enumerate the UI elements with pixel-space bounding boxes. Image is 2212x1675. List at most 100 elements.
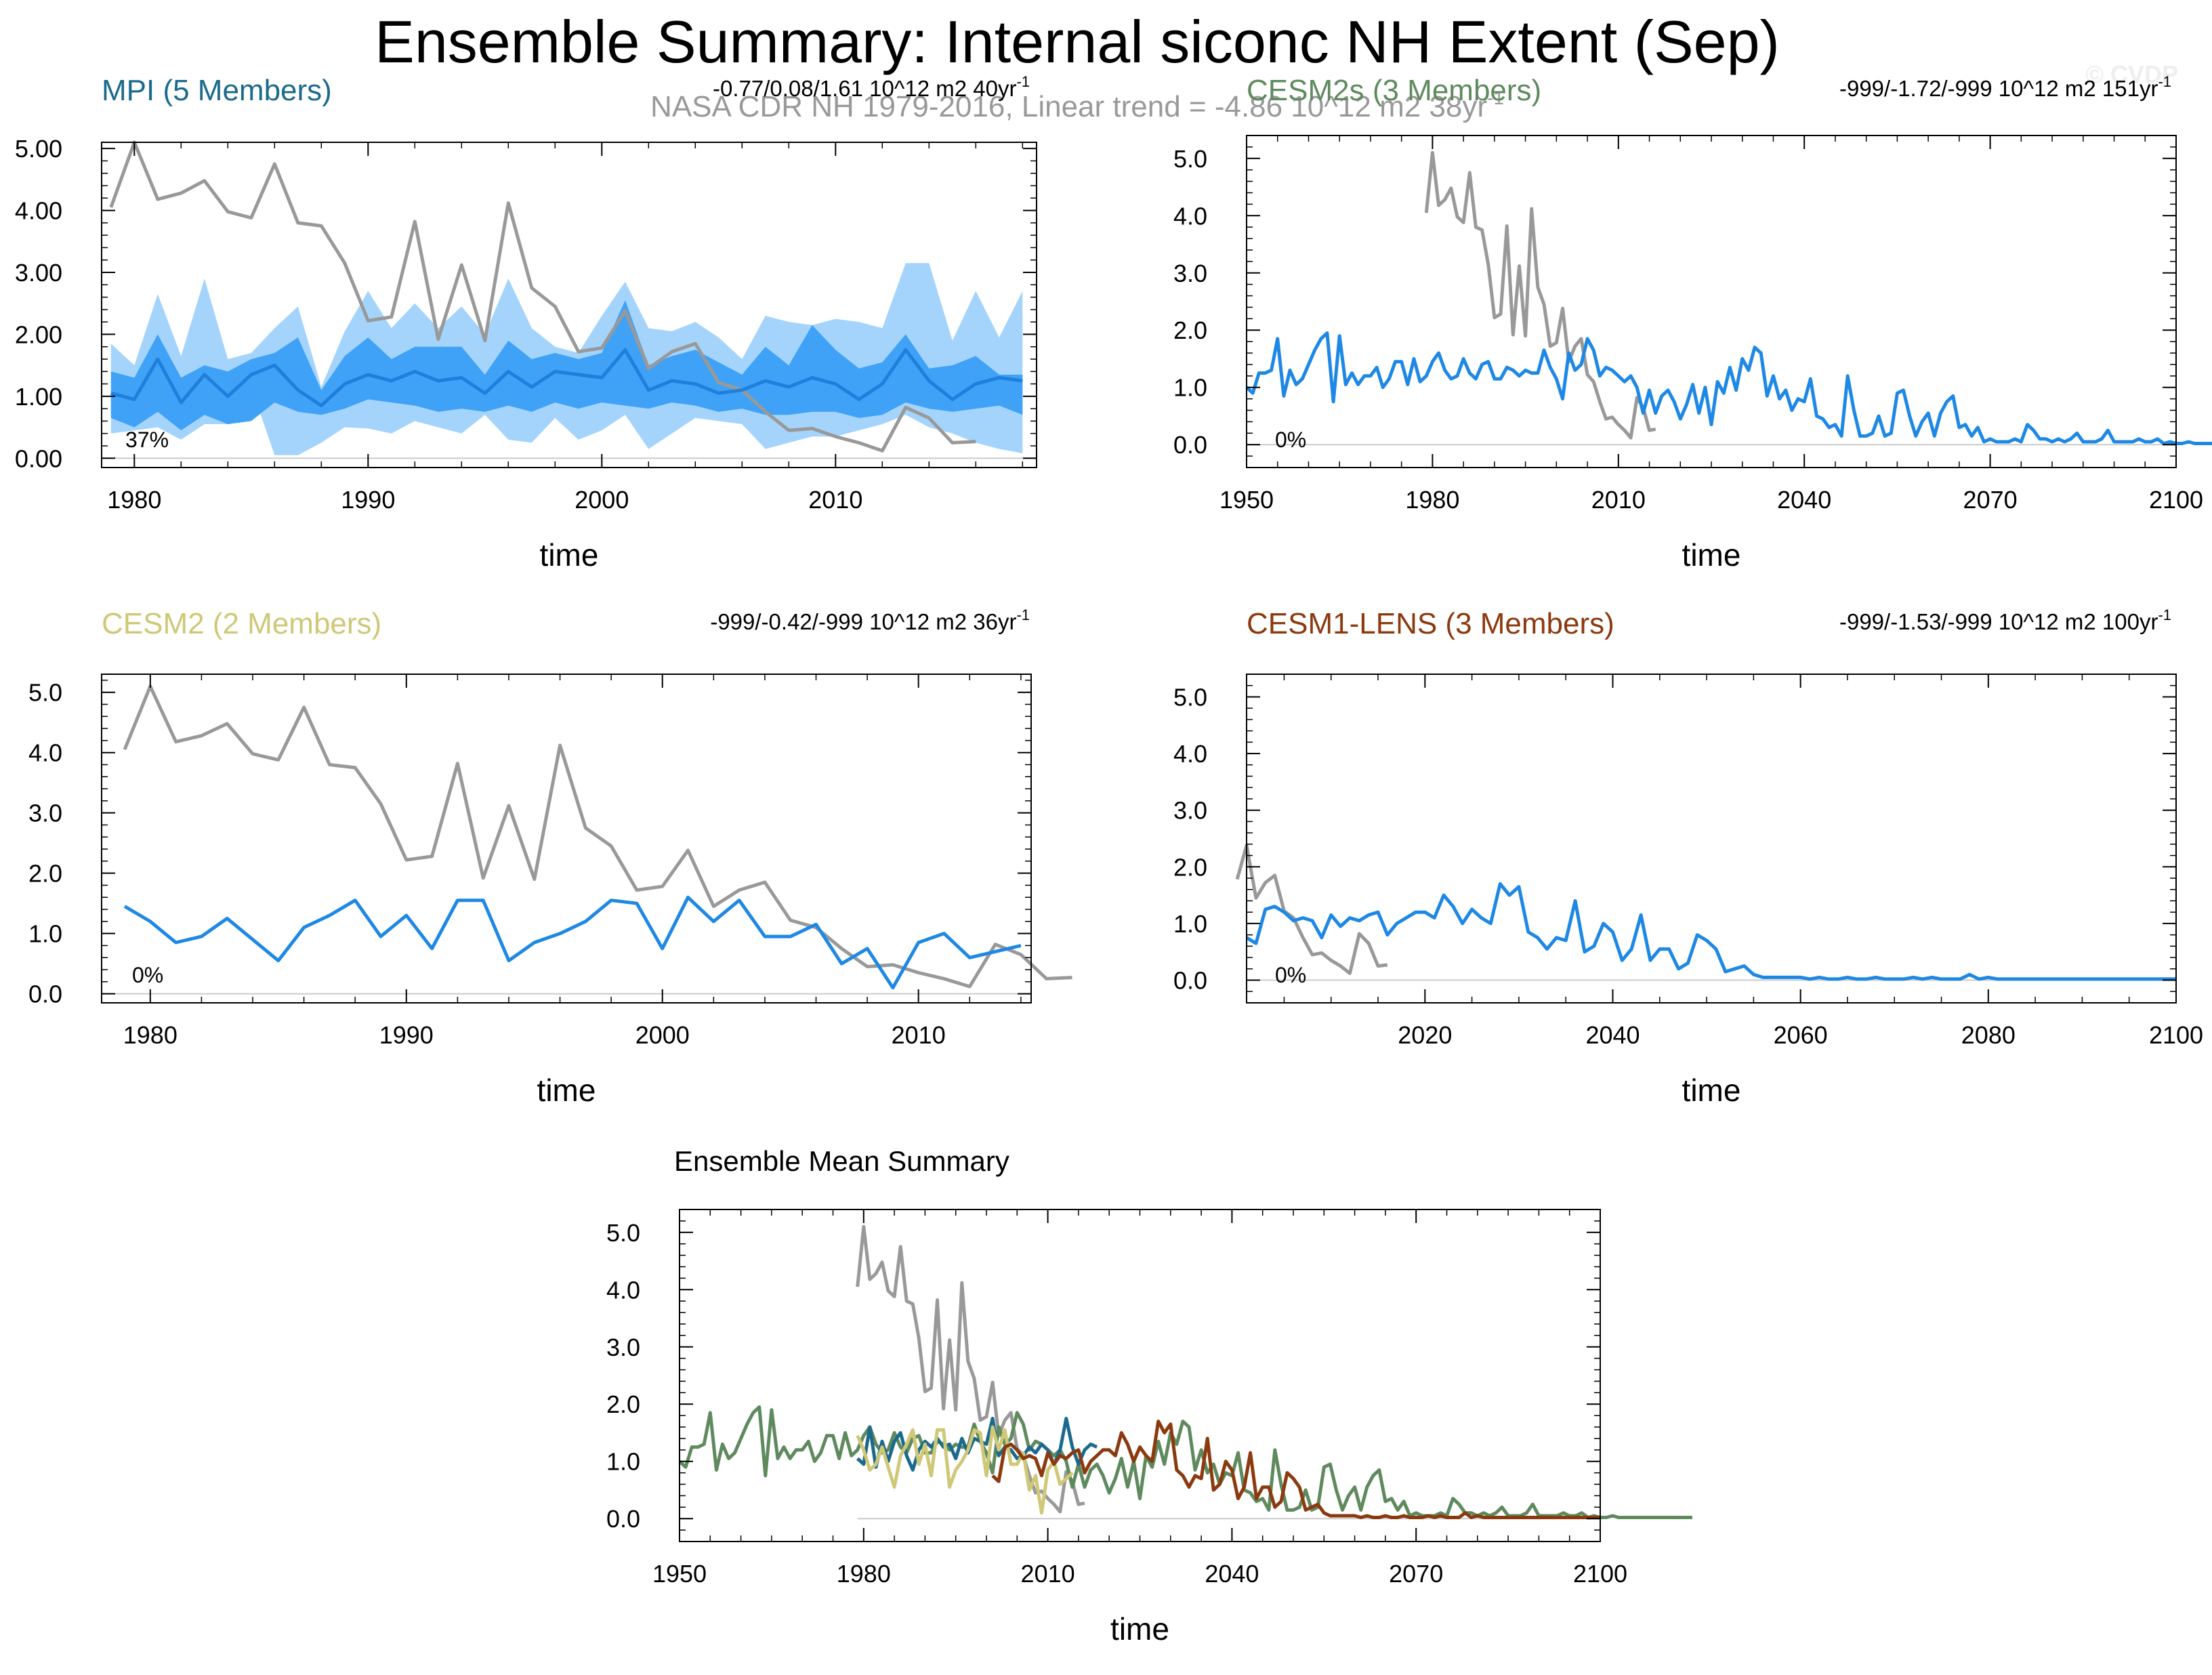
y-tick-label: 2.0	[28, 860, 62, 888]
x-tick-label: 2070	[1963, 486, 2018, 514]
series-line-cesm1	[991, 1420, 1600, 1519]
y-tick-label: 0.0	[606, 1505, 640, 1533]
chart-title: CESM1-LENS (3 Members)	[1247, 607, 1614, 640]
y-tick-label: 5.00	[15, 135, 62, 163]
x-tick-label: 1980	[107, 486, 161, 514]
x-tick-label: 2100	[2149, 1021, 2203, 1049]
chart-panels: MPI (5 Members) -0.77/0.08/1.61 10^12 m2 …	[15, 73, 2212, 1647]
y-tick-label: 0.0	[1173, 967, 1207, 995]
y-tick-label: 3.0	[28, 800, 62, 827]
x-tick-label: 1950	[652, 1560, 707, 1588]
trend-stats-text: -999/-1.53/-999 10^12 m2 100yr	[1839, 609, 2158, 634]
observed-series-line	[1235, 844, 1388, 975]
x-tick-label: 2000	[635, 1021, 690, 1049]
x-tick-label: 2080	[1961, 1021, 2016, 1049]
series-line-mpi	[856, 1416, 1098, 1472]
y-tick-label: 1.00	[15, 383, 62, 411]
series-line-cesm2	[856, 1425, 1074, 1515]
ensemble-iqr-band	[110, 300, 1023, 431]
y-tick-label: 0.0	[28, 980, 62, 1008]
x-axis-label: time	[537, 1073, 596, 1108]
trend-stats-sup: -1	[1016, 73, 1030, 90]
y-tick-label: 2.0	[1173, 853, 1207, 881]
plot-frame	[101, 674, 1032, 1004]
trend-stats: -0.77/0.08/1.61 10^12 m2 40yr-1	[713, 73, 1030, 101]
figure-subtitle-sup: -1	[1487, 87, 1504, 108]
chart-title: CESM2s (3 Members)	[1247, 74, 1541, 107]
y-tick-label: 4.0	[606, 1276, 640, 1304]
series-line-cesm2s	[678, 1405, 1692, 1519]
x-tick-label: 1990	[341, 486, 395, 514]
x-tick-label: 1980	[123, 1021, 178, 1049]
y-tick-label: 0.0	[1173, 431, 1207, 459]
chart-title: MPI (5 Members)	[102, 74, 332, 107]
y-tick-label: 1.0	[1173, 374, 1207, 402]
ensemble-mean-line	[123, 895, 1022, 990]
y-tick-label: 3.0	[606, 1333, 640, 1361]
ensemble-mean-line	[1245, 331, 2212, 445]
x-axis-label: time	[1682, 1073, 1741, 1108]
chart-mpi: MPI (5 Members) -0.77/0.08/1.61 10^12 m2 …	[15, 73, 1037, 573]
y-tick-label: 2.0	[606, 1390, 640, 1418]
x-tick-label: 2060	[1774, 1021, 1828, 1049]
chart-title: Ensemble Mean Summary	[674, 1145, 1009, 1177]
y-tick-label: 1.0	[606, 1448, 640, 1476]
ensemble-mean-line	[1245, 882, 2176, 981]
trend-stats: -999/-1.53/-999 10^12 m2 100yr-1	[1839, 606, 2171, 634]
x-tick-label: 2070	[1389, 1560, 1443, 1588]
x-axis-label: time	[1682, 537, 1741, 573]
trend-stats-text: -999/-0.42/-999 10^12 m2 36yr	[710, 609, 1016, 634]
y-tick-label: 1.0	[28, 920, 62, 948]
y-tick-label: 1.0	[1173, 910, 1207, 938]
y-tick-label: 3.0	[1173, 797, 1207, 825]
y-tick-label: 0.00	[15, 444, 62, 472]
chart-title: CESM2 (2 Members)	[102, 607, 381, 640]
x-tick-label: 2040	[1777, 486, 1831, 514]
x-tick-label: 1950	[1219, 486, 1274, 514]
figure-subtitle-text: NASA CDR NH 1979-2016, Linear trend = -4…	[650, 90, 1487, 123]
trend-stats-sup: -1	[2158, 73, 2171, 90]
x-tick-label: 2010	[1021, 1560, 1075, 1588]
y-tick-label: 4.0	[1173, 202, 1207, 230]
figure-title: Ensemble Summary: Internal siconc NH Ext…	[375, 8, 1780, 75]
figure-subtitle: NASA CDR NH 1979-2016, Linear trend = -4…	[650, 87, 1504, 123]
chart-summary: Ensemble Mean Summary 1950 1980 2010 2040 207…	[606, 1145, 1692, 1647]
x-tick-label: 1980	[837, 1560, 891, 1588]
chart-cesm2: CESM2 (2 Members) -999/-0.42/-999 10^12 m…	[28, 606, 1072, 1108]
plot-frame	[1246, 674, 2177, 1004]
y-tick-label: 5.0	[1173, 683, 1207, 711]
x-tick-label: 2100	[1573, 1560, 1627, 1588]
trend-stats: -999/-1.72/-999 10^12 m2 151yr-1	[1839, 73, 2171, 101]
y-tick-label: 3.0	[1173, 260, 1207, 287]
x-tick-label: 2040	[1585, 1021, 1640, 1049]
trend-stats-sup: -1	[1016, 606, 1030, 623]
chart-cesm2s: CESM2s (3 Members) -999/-1.72/-999 10^12 …	[1173, 73, 2212, 573]
x-tick-label: 2000	[575, 486, 629, 514]
trend-stats-text: -999/-1.72/-999 10^12 m2 151yr	[1839, 76, 2158, 101]
x-axis-label: time	[1110, 1611, 1169, 1647]
series-line-obs	[856, 1224, 1085, 1514]
y-tick-label: 4.00	[15, 197, 62, 225]
x-tick-label: 2010	[808, 486, 862, 514]
watermark: © CVDP	[2085, 60, 2178, 88]
y-tick-label: 3.00	[15, 259, 62, 287]
y-tick-label: 4.0	[1173, 740, 1207, 768]
ensemble-mean-line	[110, 348, 1023, 408]
x-tick-label: 2100	[2149, 486, 2203, 514]
y-tick-label: 2.00	[15, 320, 62, 348]
trend-stats-sup: -1	[2158, 606, 2171, 623]
x-tick-label: 1990	[379, 1021, 434, 1049]
x-tick-label: 1980	[1405, 486, 1459, 514]
percent-label: 37%	[125, 428, 169, 452]
trend-stats-text: -0.77/0.08/1.61 10^12 m2 40yr	[713, 76, 1016, 101]
y-tick-label: 2.0	[1173, 316, 1207, 344]
y-tick-label: 5.0	[28, 679, 62, 707]
percent-label: 0%	[1275, 428, 1306, 452]
percent-label: 0%	[1275, 963, 1306, 987]
observed-series-line	[123, 684, 1072, 989]
x-tick-label: 2040	[1205, 1560, 1259, 1588]
x-axis-label: time	[540, 537, 599, 573]
x-tick-label: 2010	[1591, 486, 1646, 514]
y-tick-label: 4.0	[28, 739, 62, 767]
